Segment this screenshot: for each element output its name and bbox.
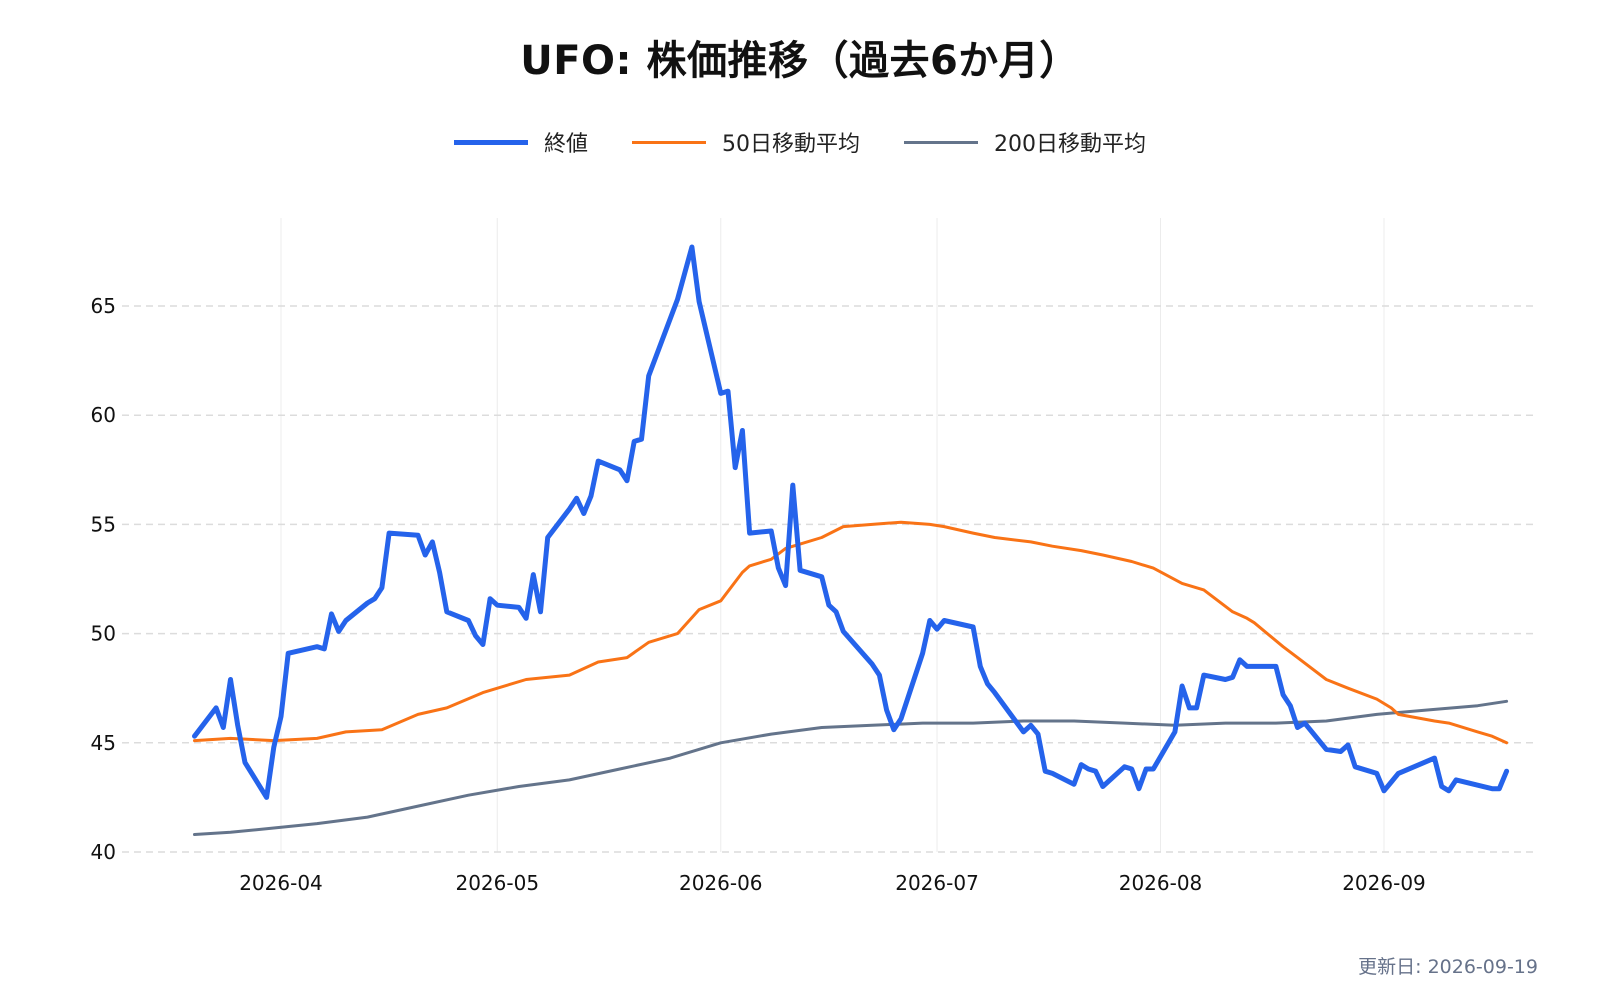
x-tick-label: 2026-05 — [455, 871, 539, 895]
y-tick-label: 45 — [91, 731, 116, 755]
x-tick-label: 2026-08 — [1119, 871, 1203, 895]
legend-swatch-ma50 — [632, 140, 706, 144]
legend-label-ma200: 200日移動平均 — [994, 132, 1146, 157]
legend-swatch-close — [453, 139, 528, 145]
legend-label-close: 終値 — [543, 132, 588, 157]
y-tick-label: 65 — [91, 294, 116, 318]
x-tick-label: 2026-07 — [895, 871, 979, 895]
updated-date: 更新日: 2026-09-19 — [1358, 956, 1538, 978]
ma200-line — [193, 699, 1509, 836]
y-tick-label: 40 — [91, 840, 116, 864]
legend-swatch-ma200 — [904, 140, 978, 144]
y-tick-label: 50 — [91, 622, 116, 646]
legend-item-ma200[interactable]: 200日移動平均 — [904, 126, 1146, 158]
legend-label-ma50: 50日移動平均 — [722, 132, 860, 157]
y-tick-label: 60 — [91, 403, 116, 427]
close-price-line — [192, 244, 1510, 800]
x-tick-label: 2026-09 — [1342, 871, 1426, 895]
y-tick-label: 55 — [91, 512, 116, 536]
legend: 終値 50日移動平均 200日移動平均 — [0, 126, 1600, 158]
legend-item-close[interactable]: 終値 — [453, 126, 588, 158]
x-tick-label: 2026-06 — [679, 871, 763, 895]
chart-title: UFO: 株価推移（過去6か月） — [520, 38, 1080, 84]
ma50-line — [193, 520, 1509, 745]
legend-item-ma50[interactable]: 50日移動平均 — [632, 126, 860, 158]
x-tick-label: 2026-04 — [239, 871, 323, 895]
